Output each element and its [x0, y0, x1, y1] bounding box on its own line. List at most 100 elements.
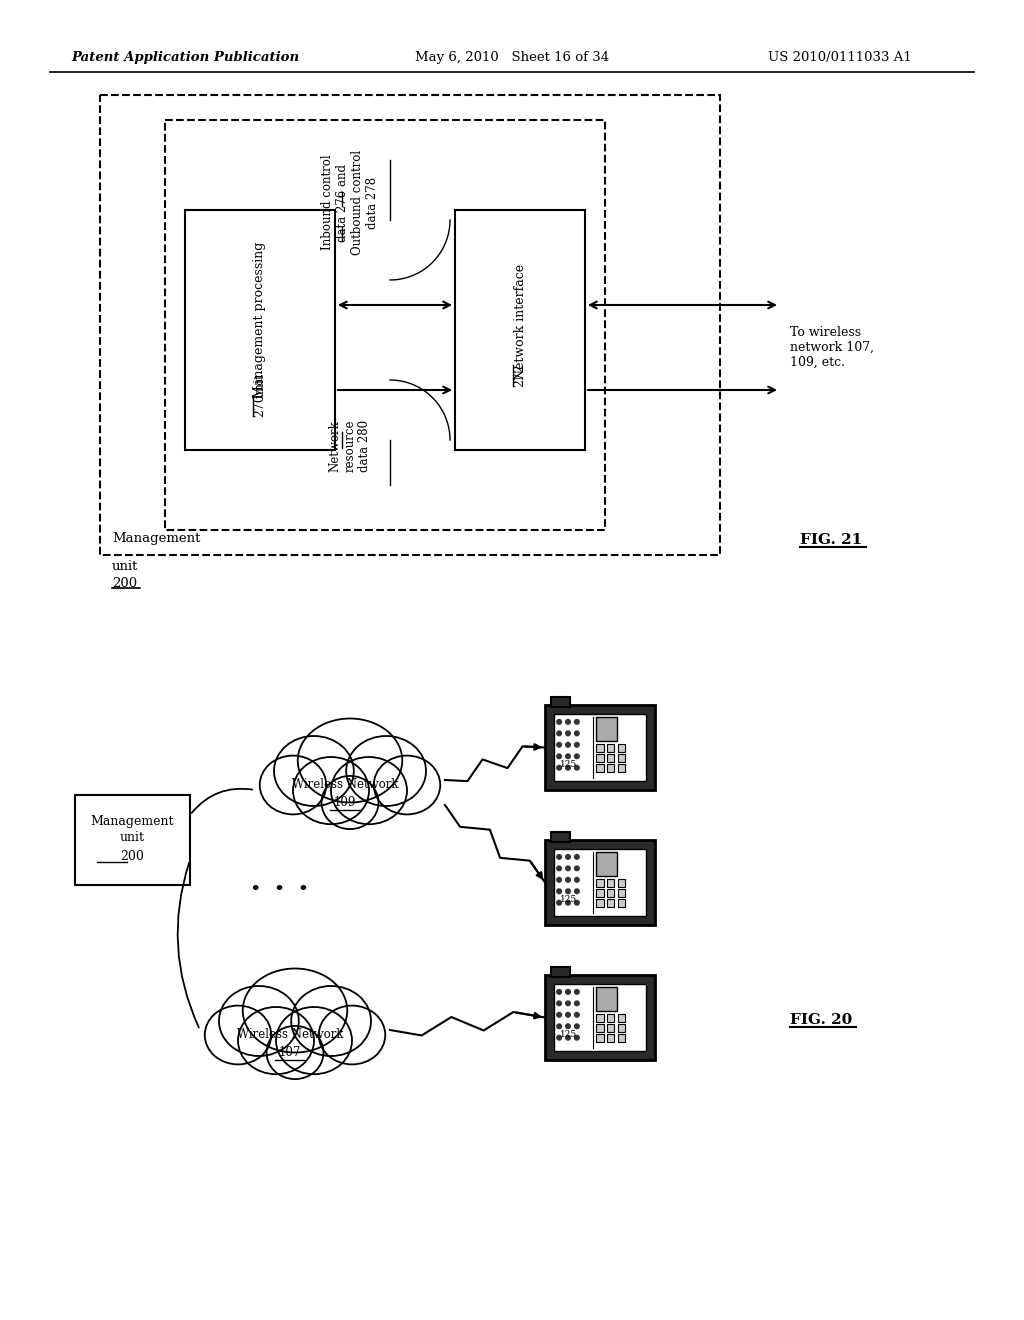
Bar [617, 744, 625, 752]
Text: 109: 109 [334, 796, 356, 808]
Bar [607, 899, 614, 907]
Text: Management: Management [91, 814, 174, 828]
Text: Management: Management [112, 532, 201, 545]
Circle shape [574, 742, 580, 747]
Text: 125: 125 [560, 895, 578, 904]
Ellipse shape [374, 755, 440, 814]
Circle shape [565, 731, 570, 735]
Circle shape [557, 854, 561, 859]
Bar [607, 744, 614, 752]
Text: 200: 200 [121, 850, 144, 863]
Text: 125: 125 [560, 1030, 578, 1039]
Bar [596, 754, 604, 762]
Bar [607, 1034, 614, 1041]
Text: unit: unit [120, 832, 145, 843]
Circle shape [565, 742, 570, 747]
Bar [545, 705, 655, 789]
Text: FIG. 20: FIG. 20 [790, 1012, 852, 1027]
Bar [607, 754, 614, 762]
Text: 125: 125 [560, 760, 578, 768]
Text: 272: 272 [513, 363, 526, 387]
Bar [551, 697, 570, 708]
Circle shape [574, 1012, 580, 1018]
Circle shape [557, 1024, 561, 1028]
Bar [596, 1034, 604, 1041]
Ellipse shape [276, 1007, 352, 1074]
Circle shape [574, 888, 580, 894]
Circle shape [557, 1001, 561, 1006]
Circle shape [565, 878, 570, 882]
Circle shape [565, 719, 570, 725]
Bar [551, 832, 570, 842]
Circle shape [565, 754, 570, 759]
Bar [617, 888, 625, 898]
Circle shape [565, 990, 570, 994]
Text: Management processing: Management processing [254, 242, 266, 399]
Bar [545, 975, 655, 1060]
Text: Network interface: Network interface [513, 264, 526, 380]
Bar [607, 888, 614, 898]
Bar [596, 888, 604, 898]
Circle shape [565, 888, 570, 894]
Circle shape [557, 990, 561, 994]
Bar [75, 795, 190, 884]
Bar [455, 210, 585, 450]
Ellipse shape [346, 737, 426, 807]
Bar [596, 717, 616, 741]
Bar [607, 1014, 614, 1022]
Bar [617, 1014, 625, 1022]
Bar [596, 1014, 604, 1022]
Bar [617, 764, 625, 772]
Circle shape [574, 1001, 580, 1006]
Circle shape [557, 878, 561, 882]
Circle shape [565, 866, 570, 871]
Circle shape [574, 731, 580, 735]
Bar [554, 849, 646, 916]
Text: 107: 107 [279, 1045, 301, 1059]
Circle shape [557, 754, 561, 759]
Circle shape [574, 754, 580, 759]
Text: To wireless
network 107,
109, etc.: To wireless network 107, 109, etc. [790, 326, 874, 368]
Circle shape [574, 1035, 580, 1040]
Ellipse shape [322, 776, 379, 829]
Text: unit: unit [254, 372, 266, 397]
Bar [185, 210, 335, 450]
Bar [617, 1034, 625, 1041]
Bar [554, 983, 646, 1051]
Circle shape [574, 866, 580, 871]
Bar [617, 754, 625, 762]
Circle shape [557, 766, 561, 770]
Circle shape [557, 719, 561, 725]
Text: FIG. 21: FIG. 21 [800, 533, 862, 546]
Bar [617, 1024, 625, 1032]
Ellipse shape [291, 986, 371, 1056]
Circle shape [557, 742, 561, 747]
Circle shape [557, 888, 561, 894]
Bar [596, 853, 616, 875]
Ellipse shape [318, 1006, 385, 1064]
Ellipse shape [331, 756, 407, 824]
Ellipse shape [274, 737, 354, 807]
Circle shape [557, 731, 561, 735]
Circle shape [565, 854, 570, 859]
Circle shape [557, 1035, 561, 1040]
Bar [551, 966, 570, 977]
Bar [596, 1024, 604, 1032]
Text: 270: 270 [254, 393, 266, 417]
Bar [596, 987, 616, 1011]
Bar [100, 95, 720, 554]
Text: May 6, 2010   Sheet 16 of 34: May 6, 2010 Sheet 16 of 34 [415, 51, 609, 65]
Ellipse shape [243, 969, 347, 1052]
Circle shape [574, 719, 580, 725]
Bar [596, 879, 604, 887]
Ellipse shape [266, 1026, 324, 1080]
Bar [596, 764, 604, 772]
Ellipse shape [205, 1006, 271, 1064]
Bar [596, 899, 604, 907]
Ellipse shape [238, 1007, 314, 1074]
Text: Network
resource
data 280: Network resource data 280 [329, 420, 372, 473]
Bar [554, 714, 646, 781]
Circle shape [565, 1024, 570, 1028]
Text: Wireless Network: Wireless Network [292, 779, 398, 792]
Bar [617, 899, 625, 907]
